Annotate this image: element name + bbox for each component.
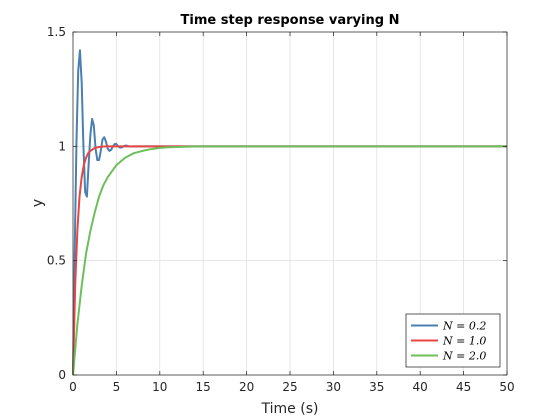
legend-entry-label: N = 1.0 — [442, 335, 486, 348]
x-tick-label: 40 — [413, 380, 428, 394]
x-tick-label: 50 — [499, 380, 514, 394]
x-tick-label: 0 — [69, 380, 77, 394]
y-tick-label: 1 — [58, 139, 66, 153]
x-tick-label: 10 — [152, 380, 167, 394]
y-tick-label: 1.5 — [47, 25, 66, 39]
legend: N = 0.2 N = 1.0 N = 2.0 — [405, 313, 501, 368]
ticks: 0 5 10 15 20 25 30 35 40 45 50 0 0.5 1 1.5 — [47, 25, 515, 394]
x-tick-label: 5 — [113, 380, 121, 394]
x-tick-label: 30 — [326, 380, 341, 394]
x-tick-label: 35 — [369, 380, 384, 394]
series-lines — [72, 49, 507, 376]
chart-title: Time step response varying N — [181, 13, 400, 28]
x-tick-label: 15 — [196, 380, 211, 394]
x-tick-label: 25 — [282, 380, 297, 394]
x-tick-label: 20 — [239, 380, 254, 394]
y-tick-label: 0.5 — [47, 254, 66, 268]
series-line-2 — [72, 145, 507, 376]
y-tick-label: 0 — [58, 368, 66, 382]
y-axis-label: y — [30, 199, 46, 207]
x-tick-label: 45 — [456, 380, 471, 394]
legend-entry-label: N = 0.2 — [442, 320, 486, 333]
x-axis-label: Time (s) — [261, 401, 319, 417]
legend-entry-label: N = 2.0 — [442, 350, 486, 363]
